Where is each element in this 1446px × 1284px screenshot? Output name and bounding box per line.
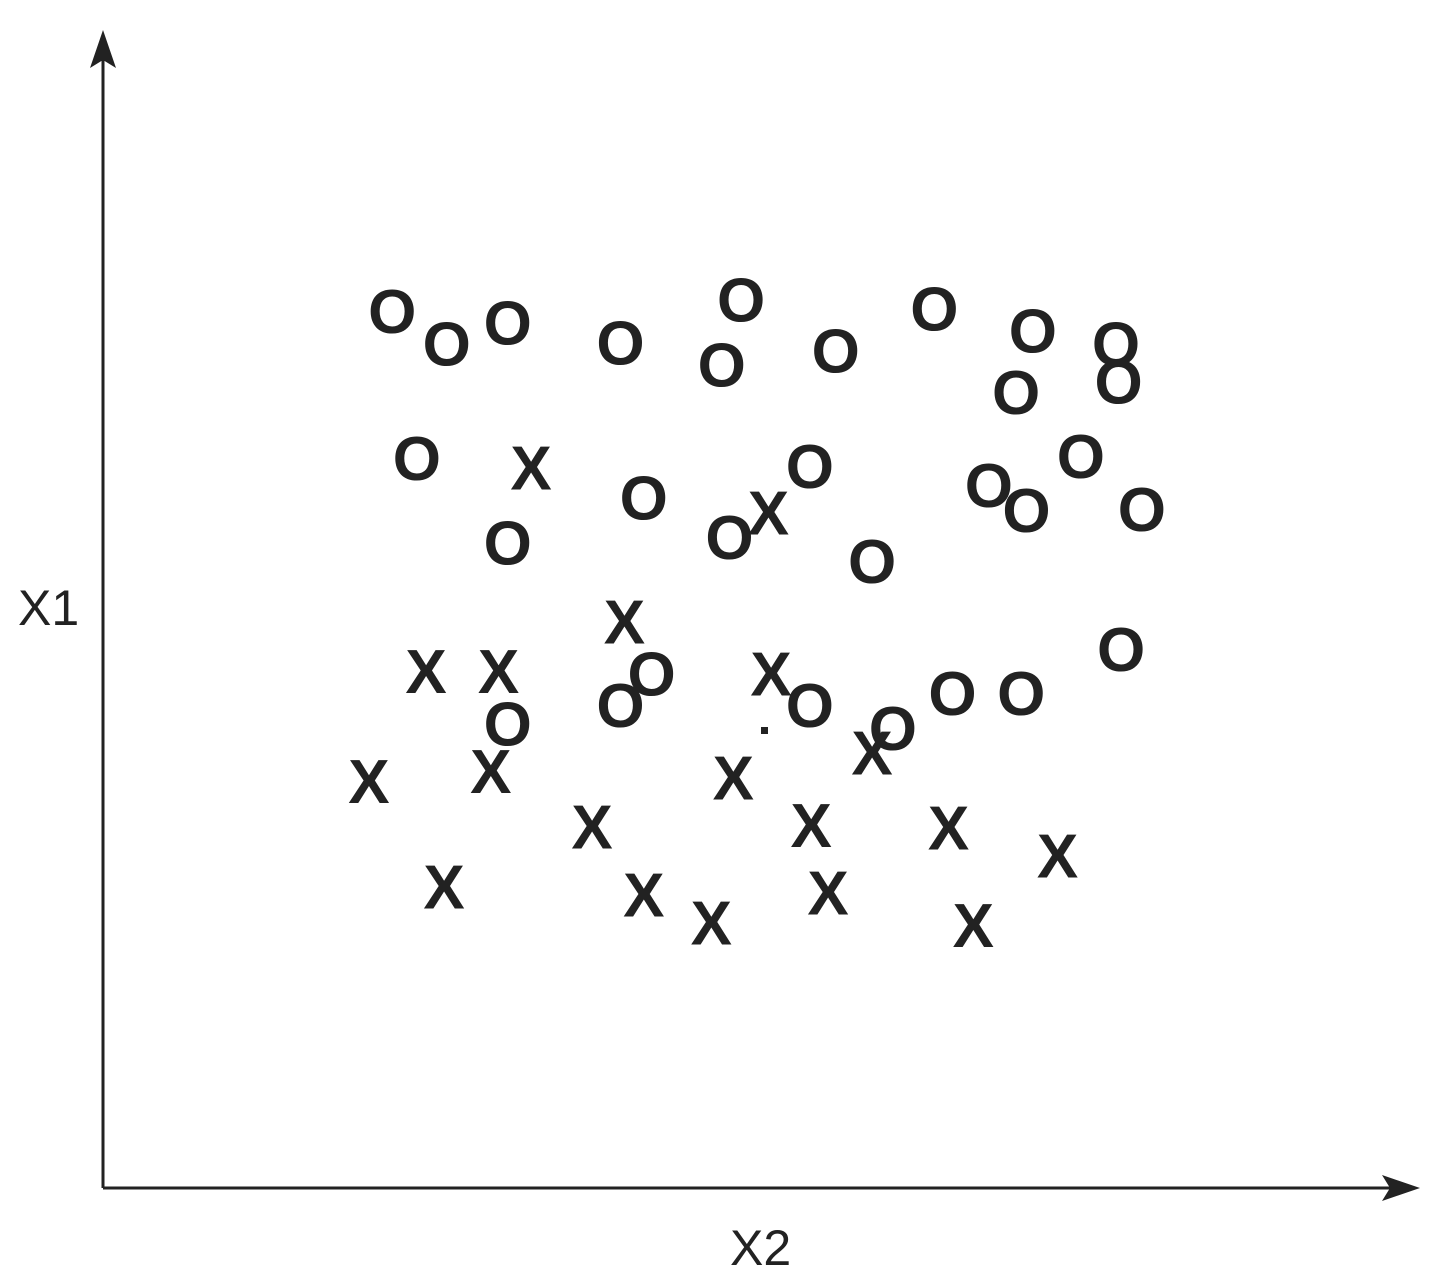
x-point-7: X bbox=[470, 738, 511, 807]
x-point-18: X bbox=[953, 892, 994, 961]
o-point-3: O bbox=[596, 309, 644, 378]
x-point-1: X bbox=[748, 480, 789, 549]
x-point-0: X bbox=[510, 434, 551, 503]
o-point-18: O bbox=[393, 425, 441, 494]
x-point-16: X bbox=[691, 890, 732, 959]
o-point-22: O bbox=[1097, 616, 1145, 685]
o-point-1: O bbox=[423, 311, 471, 380]
o-point-23: O bbox=[627, 641, 675, 710]
x-point-5: X bbox=[750, 641, 791, 710]
stray-dot bbox=[761, 727, 768, 734]
x-point-3: X bbox=[405, 638, 446, 707]
o-point-15: O bbox=[965, 452, 1013, 521]
o-point-11: O bbox=[1094, 349, 1142, 418]
o-point-29: O bbox=[484, 690, 532, 759]
x-point-12: X bbox=[928, 795, 969, 864]
x-point-17: X bbox=[807, 859, 848, 928]
o-point-13: O bbox=[1118, 476, 1166, 545]
o-point-27: O bbox=[786, 672, 834, 741]
y-axis-arrow bbox=[90, 30, 116, 68]
o-point-25: O bbox=[997, 660, 1045, 729]
o-point-14: O bbox=[786, 433, 834, 502]
o-point-4: O bbox=[717, 267, 765, 336]
o-point-2: O bbox=[484, 290, 532, 359]
x-point-10: X bbox=[571, 793, 612, 862]
x-point-4: X bbox=[478, 638, 519, 707]
x-axis-label: X2 bbox=[730, 1220, 791, 1276]
o-point-17: O bbox=[620, 465, 668, 534]
y-axis-label: X1 bbox=[18, 580, 79, 636]
x-point-6: X bbox=[348, 748, 389, 817]
o-point-12: O bbox=[1057, 423, 1105, 492]
o-point-0: O bbox=[368, 278, 416, 347]
o-point-5: O bbox=[698, 331, 746, 400]
x-point-14: X bbox=[423, 854, 464, 923]
x-point-8: X bbox=[713, 745, 754, 814]
o-point-8: O bbox=[1009, 298, 1057, 367]
o-point-6: O bbox=[812, 317, 860, 386]
o-point-21: O bbox=[848, 528, 896, 597]
o-point-9: O bbox=[1092, 311, 1140, 380]
x-point-15: X bbox=[623, 862, 664, 931]
x-axis-arrow bbox=[1382, 1175, 1420, 1201]
o-point-20: O bbox=[705, 504, 753, 573]
o-point-28: O bbox=[596, 672, 644, 741]
o-point-10: O bbox=[992, 359, 1040, 428]
o-point-7: O bbox=[910, 276, 958, 345]
o-point-19: O bbox=[484, 510, 532, 579]
o-point-16: O bbox=[1002, 477, 1050, 546]
x-point-13: X bbox=[1037, 822, 1078, 891]
x-point-9: X bbox=[851, 719, 892, 788]
x-point-2: X bbox=[604, 588, 645, 657]
x-point-11: X bbox=[791, 792, 832, 861]
o-point-26: O bbox=[869, 695, 917, 764]
o-point-24: O bbox=[928, 660, 976, 729]
